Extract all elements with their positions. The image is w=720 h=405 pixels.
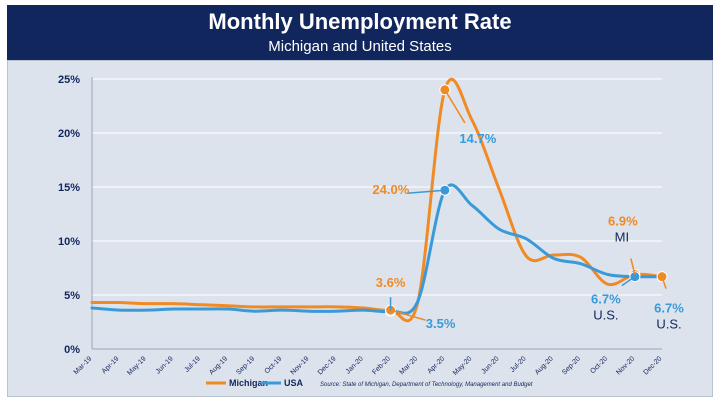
y-tick-label: 10%	[58, 236, 80, 248]
annotation-label: U.S.	[593, 308, 618, 323]
y-tick-label: 5%	[64, 290, 80, 302]
x-tick-label: Sep-20	[561, 355, 582, 376]
x-tick-label: Dec-20	[642, 355, 663, 376]
x-tick-label: Jun-20	[480, 355, 500, 375]
x-tick-label: Jun-19	[155, 355, 175, 375]
annotation-leader	[621, 276, 636, 287]
data-label: 3.6%	[376, 275, 406, 290]
legend-label-usa: USA	[284, 378, 304, 388]
y-tick-label: 15%	[58, 182, 80, 194]
x-tick-label: Apr-19	[101, 355, 121, 375]
x-tick-label: Oct-19	[264, 355, 284, 375]
series-line-usa	[90, 183, 664, 315]
x-tick-label: Nov-19	[290, 355, 311, 376]
x-tick-label: Jul-20	[509, 355, 528, 374]
source-note: Source: State of Michigan, Department of…	[320, 382, 533, 388]
annotation-leader	[661, 276, 667, 289]
x-tick-label: Apr-20	[426, 355, 446, 375]
x-tick-label: Sep-19	[235, 355, 256, 376]
x-tick-label: May-19	[126, 355, 148, 377]
y-tick-label: 20%	[58, 128, 80, 140]
x-tick-label: Jan-20	[345, 355, 365, 375]
x-tick-label: Aug-19	[208, 355, 229, 376]
y-tick-label: 25%	[58, 74, 80, 86]
x-tick-label: Nov-20	[615, 355, 636, 376]
chart-header: Monthly Unemployment Rate Michigan and U…	[7, 5, 713, 60]
x-tick-label: Jul-19	[184, 355, 203, 374]
y-tick-label: 0%	[64, 344, 80, 356]
x-tick-label: May-20	[452, 355, 474, 377]
x-tick-label: Aug-20	[534, 355, 555, 376]
chart-subtitle: Michigan and United States	[268, 38, 452, 55]
annotation-leader	[630, 258, 636, 275]
x-tick-label: Oct-20	[589, 355, 609, 375]
data-label: 24.0%	[372, 182, 409, 197]
annotation-leader	[444, 89, 466, 124]
plot-panel	[7, 60, 713, 397]
data-label: 3.5%	[426, 316, 456, 331]
x-tick-label: Dec-19	[317, 355, 338, 376]
annotation-label: MI	[615, 229, 629, 244]
x-tick-label: Mar-19	[73, 355, 94, 376]
annotation-label: U.S.	[656, 317, 681, 332]
annotation-leader	[390, 309, 426, 321]
data-label: 6.9%	[608, 213, 638, 228]
annotation-leader	[406, 189, 445, 194]
data-label: 6.7%	[654, 301, 684, 316]
data-label: 14.7%	[459, 131, 496, 146]
x-tick-label: Mar-20	[398, 355, 419, 376]
data-label: 6.7%	[591, 292, 621, 307]
chart-title: Monthly Unemployment Rate	[208, 9, 512, 34]
legend-label-michigan: Michigan	[229, 378, 268, 388]
x-tick-label: Feb-20	[371, 355, 392, 376]
